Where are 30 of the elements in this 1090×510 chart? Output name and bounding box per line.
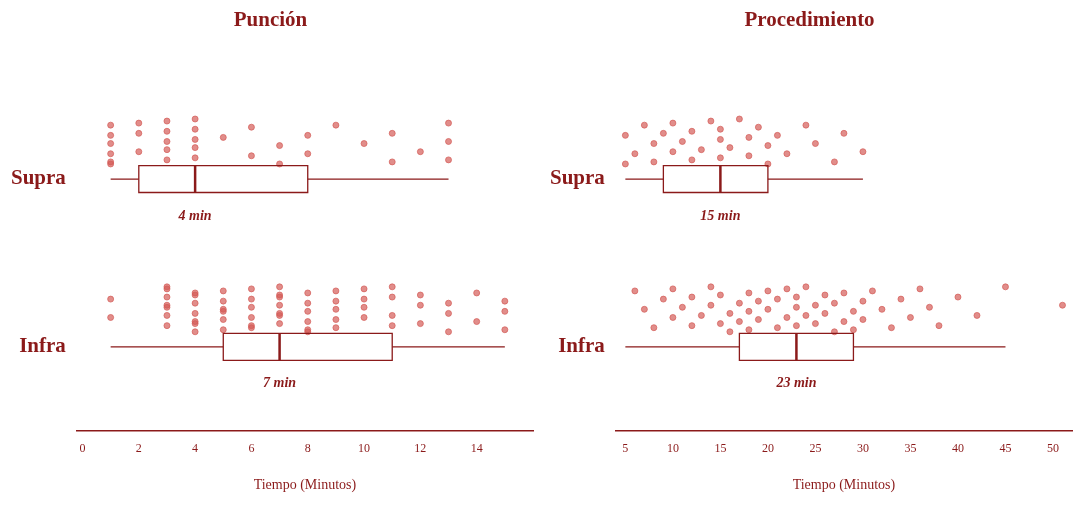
x-tick-label: 14 bbox=[470, 441, 483, 456]
x-tick-label: 10 bbox=[666, 441, 679, 456]
x-tick-label: 8 bbox=[304, 441, 311, 456]
x-tick-label: 6 bbox=[248, 441, 255, 456]
x-tick-label: 40 bbox=[951, 441, 964, 456]
x-tick-label: 25 bbox=[809, 441, 822, 456]
x-axis-title: Tiempo (Minutos) bbox=[792, 477, 896, 494]
x-tick-label: 0 bbox=[79, 441, 86, 456]
x-tick-label: 2 bbox=[135, 441, 142, 456]
x-tick-label: 5 bbox=[622, 441, 629, 456]
y-tick-label: Supra bbox=[550, 165, 606, 190]
x-tick-label: 45 bbox=[999, 441, 1012, 456]
y-tick-label: Infra bbox=[19, 333, 67, 358]
y-tick-label: Infra bbox=[558, 333, 606, 358]
y-tick-label: Supra bbox=[11, 165, 67, 190]
x-tick-label: 30 bbox=[856, 441, 869, 456]
annotation: 15 min bbox=[700, 207, 741, 223]
annotation: 7 min bbox=[263, 375, 297, 391]
chart-title: Punción bbox=[233, 7, 308, 32]
x-tick-label: 4 bbox=[192, 441, 199, 456]
x-tick-label: 10 bbox=[358, 441, 371, 456]
x-tick-label: 35 bbox=[904, 441, 917, 456]
annotation: 4 min bbox=[177, 207, 212, 223]
x-tick-label: 15 bbox=[714, 441, 727, 456]
annotation: 23 min bbox=[775, 375, 817, 391]
x-tick-label: 50 bbox=[1046, 441, 1059, 456]
chart-title: Procedimiento bbox=[744, 7, 875, 32]
x-tick-label: 20 bbox=[761, 441, 774, 456]
x-tick-label: 12 bbox=[414, 441, 427, 456]
x-axis-title: Tiempo (Minutos) bbox=[253, 477, 357, 494]
